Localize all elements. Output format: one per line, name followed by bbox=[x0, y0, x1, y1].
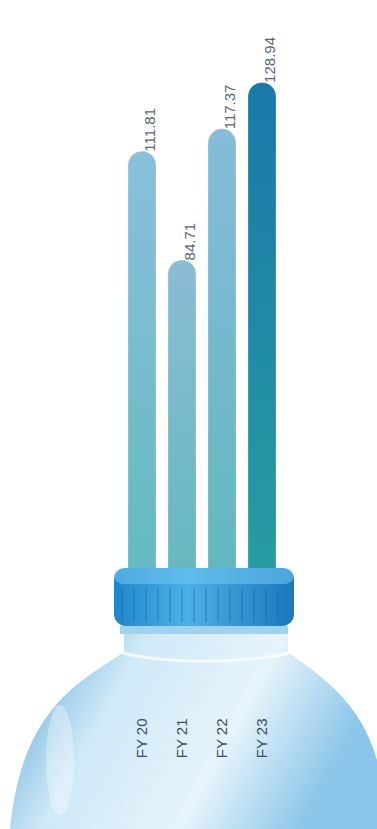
svg-text:FY 22: FY 22 bbox=[213, 719, 230, 759]
svg-text:84.71: 84.71 bbox=[181, 223, 198, 261]
svg-text:FY 23: FY 23 bbox=[253, 719, 270, 759]
svg-text:FY 20: FY 20 bbox=[133, 719, 150, 759]
svg-text:111.81: 111.81 bbox=[141, 108, 158, 152]
svg-text:FY 21: FY 21 bbox=[173, 719, 190, 759]
svg-text:117.37: 117.37 bbox=[221, 85, 238, 130]
svg-text:128.94: 128.94 bbox=[261, 37, 278, 83]
